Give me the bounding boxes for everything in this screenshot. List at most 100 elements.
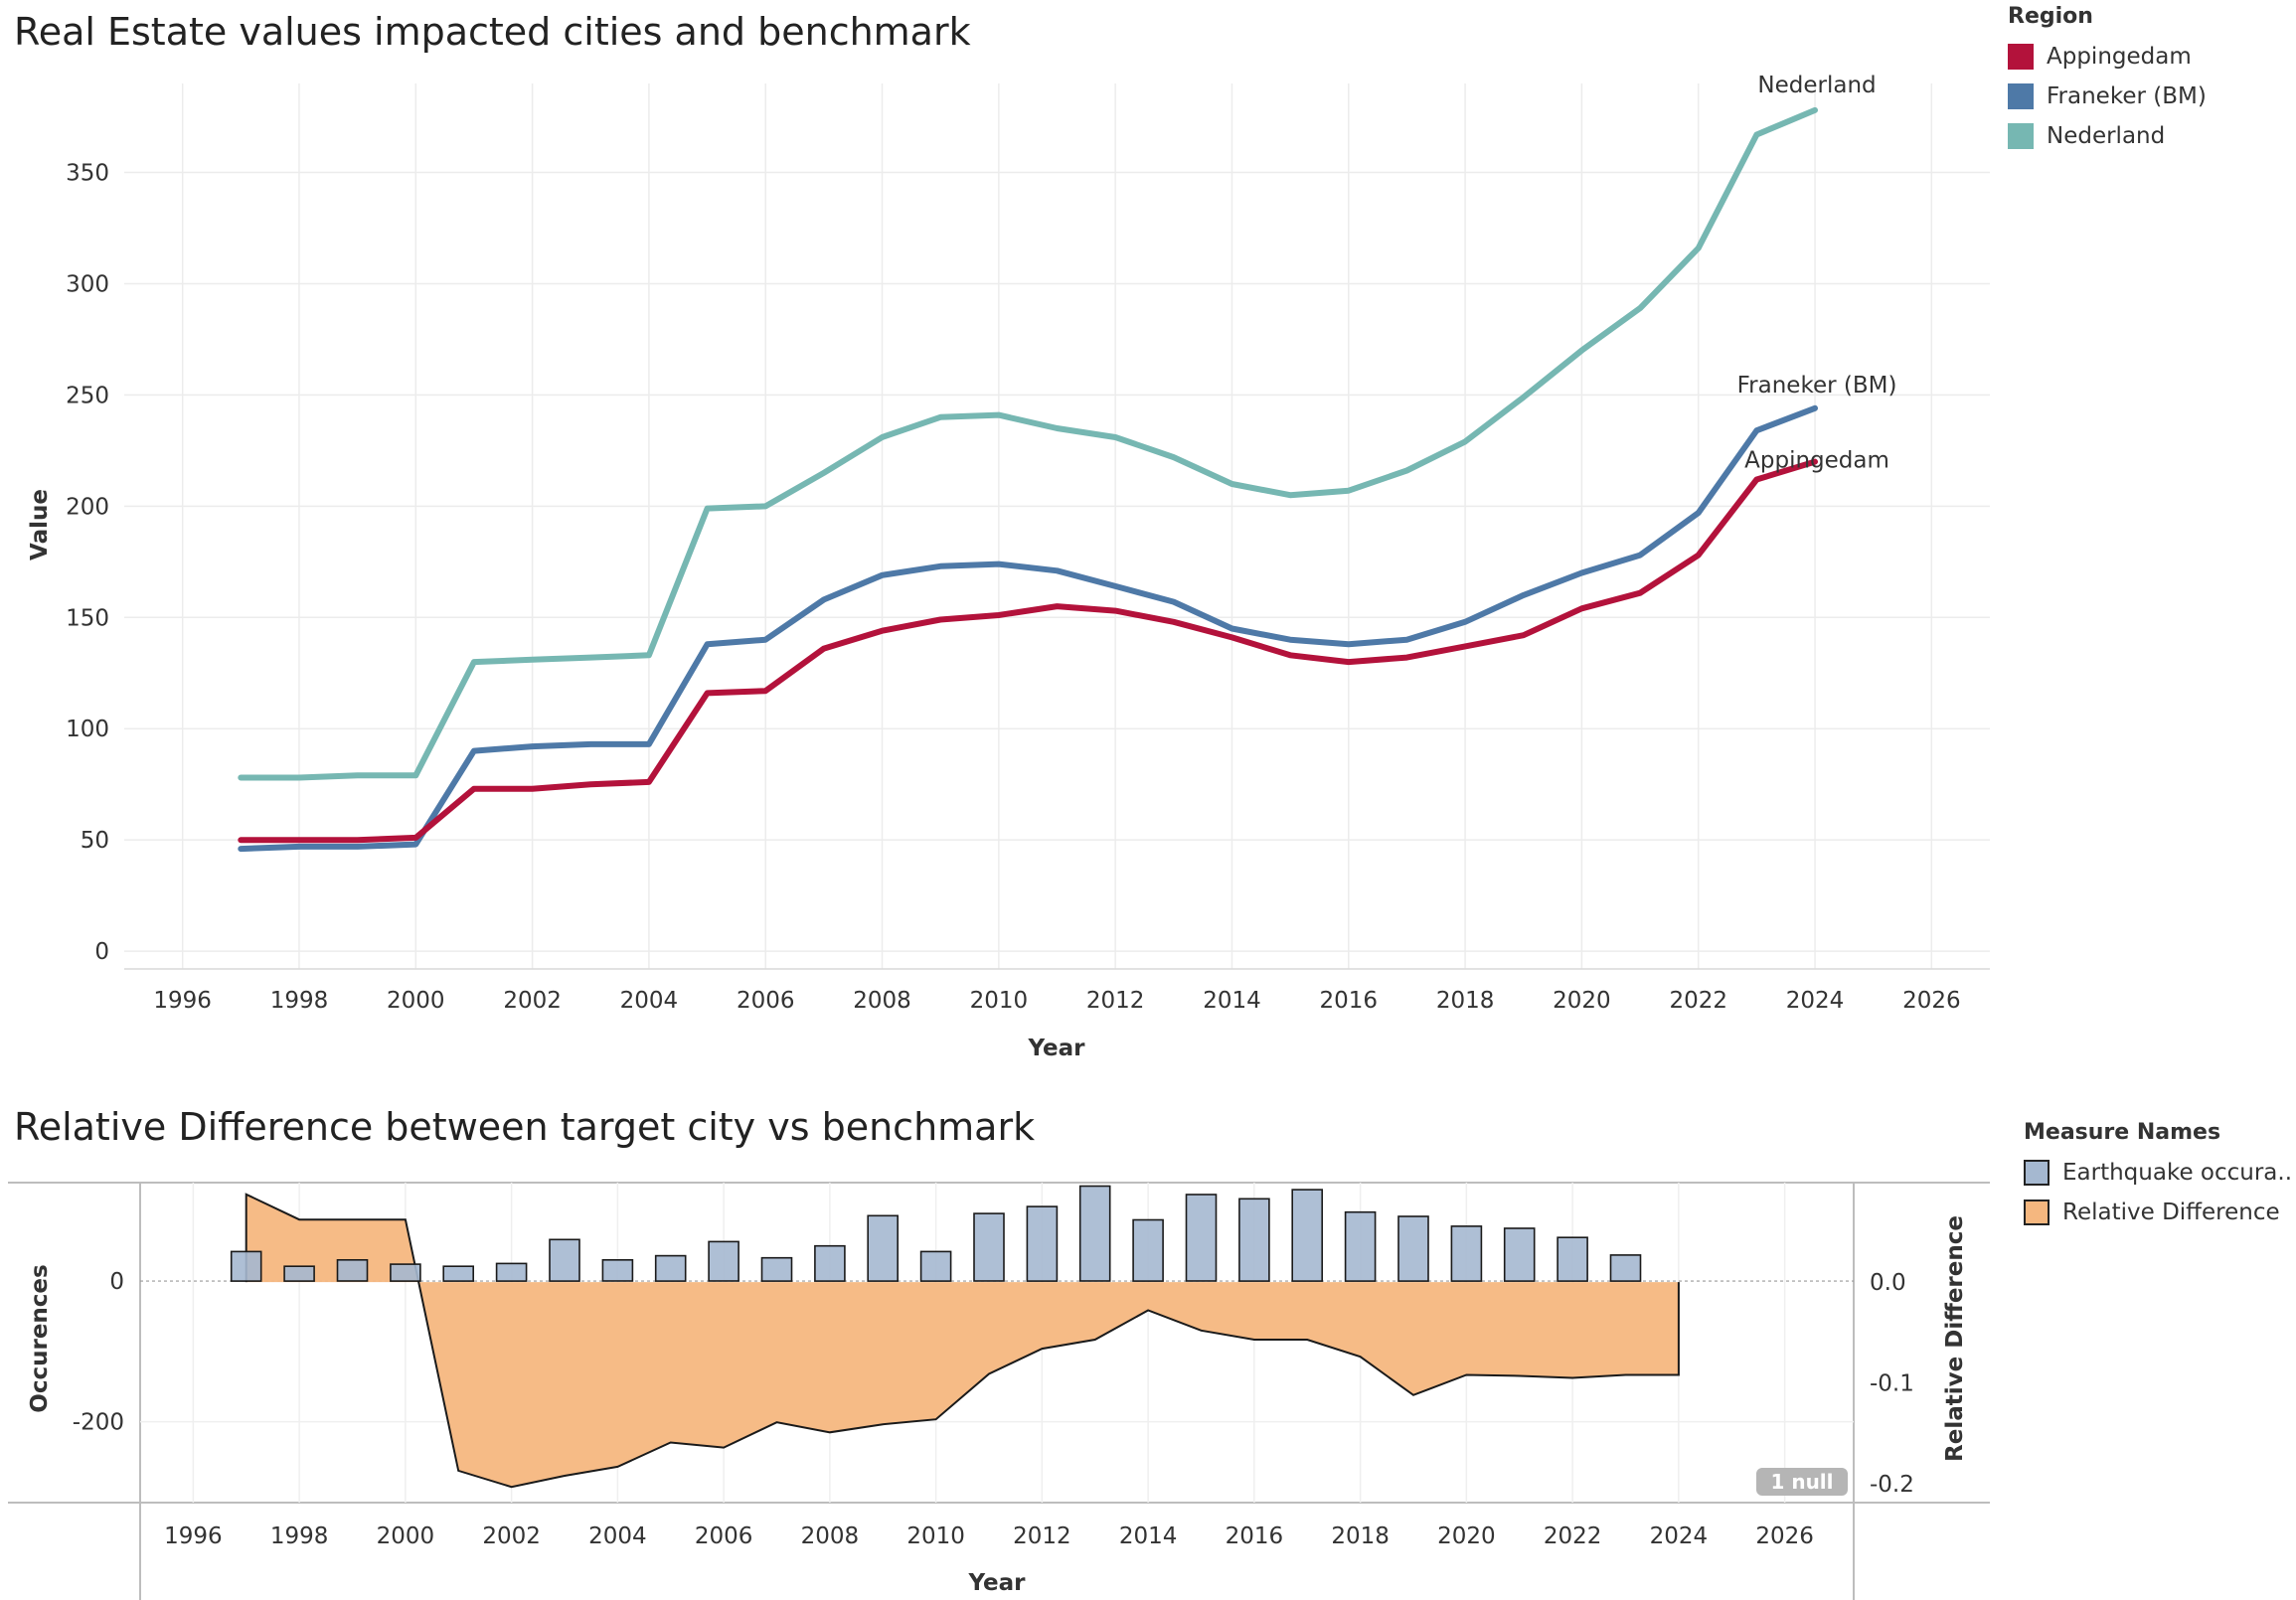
bottom-x-tick-label: 1998: [270, 1523, 329, 1549]
top-x-tick-label: 2006: [737, 988, 795, 1014]
bottom-x-tick-label: 2002: [482, 1523, 541, 1549]
top-x-tick-label: 2018: [1436, 988, 1495, 1014]
bottom-x-tick-label: 2004: [588, 1523, 647, 1549]
earthquake-bar: [1344, 1210, 1377, 1282]
bottom-right-tick-label: -0.1: [1870, 1371, 1914, 1397]
earthquake-bar: [283, 1265, 315, 1282]
region-legend-title: Region: [2008, 4, 2093, 29]
top-line-chart: 1996 1998 2000 2002 2004 2006 2008 2010 2012 2014…: [27, 73, 1990, 1061]
bottom-x-tick-label: 2006: [695, 1523, 753, 1549]
earthquake-bar: [814, 1244, 846, 1282]
earthquake-bar: [1185, 1194, 1218, 1282]
top-y-tick-label: 50: [81, 828, 109, 854]
bottom-x-tick-label: 1996: [164, 1523, 223, 1549]
legend-label-earthquake: Earthquake occura..: [2062, 1160, 2293, 1186]
bottom-left-tick-label: 0: [109, 1269, 124, 1295]
bottom-right-axis-title: Relative Difference: [1942, 1215, 1968, 1462]
end-label-nederland: Nederland: [1757, 73, 1876, 98]
bottom-x-tick-label: 2012: [1013, 1523, 1071, 1549]
legend-swatch-nederland: [2008, 123, 2034, 149]
earthquake-bar: [1503, 1227, 1536, 1282]
legend-item-appingedam[interactable]: Appingedam: [2008, 37, 2207, 77]
bottom-x-tick-label: 2014: [1119, 1523, 1178, 1549]
earthquake-bar: [1026, 1205, 1059, 1282]
legend-label-franeker: Franeker (BM): [2047, 83, 2207, 109]
region-legend: Region Appingedam Franeker (BM) Nederlan…: [2008, 4, 2207, 156]
top-y-tick-label: 0: [94, 939, 109, 965]
top-x-tick-label: 2000: [387, 988, 445, 1014]
top-x-tick-label: 2022: [1669, 988, 1727, 1014]
top-x-tick-label: 2010: [970, 988, 1029, 1014]
bottom-right-tick-label: -0.2: [1870, 1472, 1914, 1498]
top-x-tick-label: 2016: [1320, 988, 1379, 1014]
top-x-tick-label: 1998: [270, 988, 329, 1014]
bottom-x-axis-title: Year: [967, 1570, 1026, 1596]
earthquake-bar: [495, 1262, 528, 1282]
series-line-appingedam: [238, 458, 1818, 844]
null-badge-label: 1 null: [1770, 1470, 1833, 1494]
earthquake-bar: [1450, 1225, 1483, 1282]
legend-swatch-earthquake: [2024, 1160, 2050, 1186]
top-x-axis-title: Year: [1027, 1036, 1085, 1061]
legend-item-earthquake[interactable]: Earthquake occura..: [2024, 1153, 2294, 1193]
earthquake-bar: [230, 1250, 262, 1282]
top-y-axis-title: Value: [27, 489, 53, 560]
legend-item-relative-difference[interactable]: Relative Difference: [2024, 1193, 2294, 1232]
legend-swatch-franeker: [2008, 83, 2034, 109]
top-x-tick-label: 1996: [153, 988, 212, 1014]
earthquake-bar: [1397, 1215, 1429, 1282]
bottom-x-tick-label: 2022: [1544, 1523, 1602, 1549]
bottom-x-tick-label: 2008: [801, 1523, 860, 1549]
bottom-x-tick-label: 2026: [1755, 1523, 1814, 1549]
earthquake-bar: [973, 1212, 1005, 1282]
top-x-tick-label: 2002: [503, 988, 562, 1014]
earthquake-bar: [442, 1265, 475, 1282]
bottom-left-tick-label: -200: [73, 1410, 124, 1436]
earthquake-bar: [1291, 1189, 1323, 1282]
top-chart-title: Real Estate values impacted cities and b…: [14, 10, 971, 54]
bottom-dual-axis-chart: 0 -200 0.0 -0.1 -0.2 1996 1998 2000 2002 2004 2006…: [8, 1182, 1990, 1600]
series-line-franeker-bm: [238, 404, 1818, 853]
legend-label-nederland: Nederland: [2047, 123, 2166, 149]
bottom-chart-title: Relative Difference between target city …: [14, 1105, 1036, 1149]
earthquake-bar: [1609, 1254, 1642, 1282]
earthquake-bar: [1238, 1198, 1270, 1282]
top-y-tick-label: 150: [66, 605, 109, 631]
earthquake-bar: [1557, 1236, 1588, 1282]
null-badge-bg: [1756, 1468, 1848, 1496]
bottom-right-tick-label: 0.0: [1870, 1270, 1906, 1296]
top-y-tick-label: 100: [66, 717, 109, 742]
legend-label-appingedam: Appingedam: [2047, 44, 2192, 70]
top-y-tick-label: 250: [66, 383, 109, 408]
earthquake-bar: [390, 1263, 421, 1282]
top-x-tick-label: 2008: [853, 988, 911, 1014]
end-label-franeker-bm: Franeker (BM): [1737, 373, 1897, 399]
series-line-nederland: [238, 106, 1818, 781]
top-y-tick-label: 350: [66, 161, 109, 187]
null-indicator-badge[interactable]: 1 null: [1756, 1468, 1848, 1496]
top-x-tick-label: 2026: [1902, 988, 1961, 1014]
measure-legend: Measure Names Earthquake occura.. Relati…: [2024, 1120, 2294, 1232]
legend-label-relative-difference: Relative Difference: [2062, 1200, 2280, 1225]
earthquake-bar: [549, 1238, 580, 1282]
top-x-tick-label: 2014: [1203, 988, 1261, 1014]
legend-swatch-relative-difference: [2024, 1200, 2050, 1225]
end-label-appingedam: Appingedam: [1744, 448, 1889, 474]
top-x-tick-label: 2012: [1086, 988, 1145, 1014]
relative-difference-area: [246, 1194, 1679, 1488]
relative-difference-outline: [245, 1193, 1680, 1489]
top-y-tick-label: 200: [66, 494, 109, 520]
legend-item-nederland[interactable]: Nederland: [2008, 116, 2207, 156]
earthquake-bar: [336, 1259, 369, 1282]
earthquake-bar: [654, 1254, 687, 1282]
earthquake-bar: [1078, 1185, 1111, 1282]
earthquake-bar: [867, 1214, 900, 1282]
bottom-x-tick-label: 2000: [377, 1523, 435, 1549]
bottom-x-tick-label: 2018: [1331, 1523, 1390, 1549]
earthquake-bar: [601, 1259, 634, 1282]
top-x-tick-label: 2024: [1786, 988, 1845, 1014]
legend-item-franeker[interactable]: Franeker (BM): [2008, 77, 2207, 116]
top-x-tick-label: 2004: [620, 988, 679, 1014]
bottom-x-tick-label: 2020: [1437, 1523, 1496, 1549]
earthquake-bar: [708, 1240, 739, 1282]
